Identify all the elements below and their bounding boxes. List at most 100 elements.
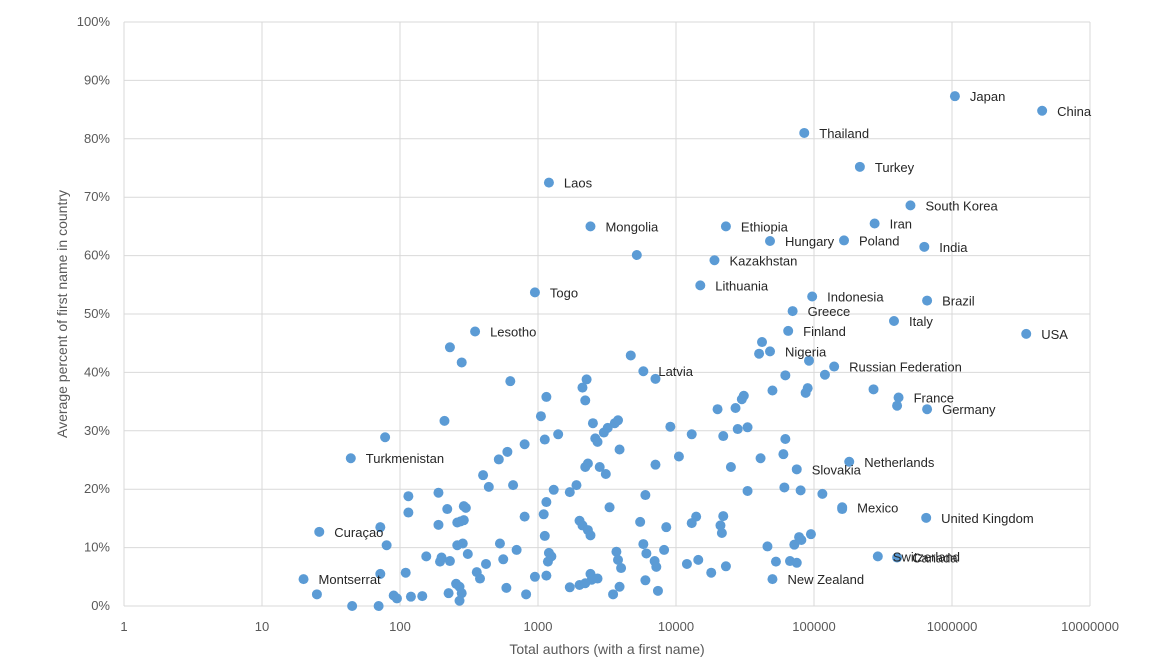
labeled-data-point — [298, 574, 309, 585]
y-tick-label: 10% — [84, 540, 110, 555]
data-point — [400, 567, 411, 578]
point-label: Hungary — [785, 234, 835, 249]
data-point — [817, 488, 828, 499]
point-label: Lithuania — [715, 278, 769, 293]
data-point — [611, 546, 622, 557]
y-tick-label: 100% — [77, 14, 111, 29]
data-point — [452, 540, 463, 551]
data-point — [481, 558, 492, 569]
point-label: Ethiopia — [741, 219, 789, 234]
point-label: South Korea — [925, 198, 998, 213]
labeled-data-point — [767, 574, 778, 585]
data-point — [493, 454, 504, 465]
point-label: Italy — [909, 314, 933, 329]
data-point — [539, 530, 550, 541]
labeled-data-point — [791, 464, 802, 475]
data-point — [443, 588, 454, 599]
point-label: Curaçao — [334, 525, 383, 540]
data-point — [778, 449, 789, 460]
point-label: Germany — [942, 402, 996, 417]
data-point — [375, 522, 386, 533]
data-point — [594, 462, 605, 473]
labeled-data-point — [854, 161, 865, 172]
y-tick-label: 70% — [84, 189, 110, 204]
y-tick-label: 30% — [84, 423, 110, 438]
point-label: Mexico — [857, 500, 898, 515]
data-point — [421, 551, 432, 562]
x-tick-label: 1000 — [524, 619, 553, 634]
y-tick-label: 40% — [84, 364, 110, 379]
x-axis-title: Total authors (with a first name) — [509, 641, 704, 657]
labeled-data-point — [892, 552, 903, 563]
data-point — [650, 459, 661, 470]
gridlines — [123, 21, 1091, 607]
x-tick-label: 10000000 — [1061, 619, 1119, 634]
point-label: Turkmenistan — [366, 451, 444, 466]
point-label: Lesotho — [490, 325, 536, 340]
data-point — [391, 593, 402, 604]
y-tick-label: 50% — [84, 306, 110, 321]
data-point — [715, 520, 726, 531]
labeled-data-point — [844, 456, 855, 467]
data-point — [405, 591, 416, 602]
data-point — [462, 549, 473, 560]
data-point — [770, 556, 781, 567]
data-point — [564, 582, 575, 593]
point-label: Japan — [970, 89, 1005, 104]
data-point — [779, 482, 790, 493]
data-point — [483, 481, 494, 492]
point-label: Nigeria — [785, 344, 827, 359]
point-label: Brazil — [942, 294, 975, 309]
data-point — [373, 601, 384, 611]
labeled-data-point — [889, 316, 900, 327]
data-point — [738, 390, 749, 401]
data-point — [508, 480, 519, 491]
data-point — [521, 589, 532, 600]
point-label: China — [1057, 104, 1092, 119]
data-point — [580, 395, 591, 406]
data-point — [548, 484, 559, 495]
data-point — [529, 571, 540, 582]
data-point — [725, 462, 736, 473]
data-point — [600, 469, 611, 480]
point-label: Slovakia — [812, 462, 862, 477]
point-label: Canada — [912, 551, 958, 566]
data-point — [718, 511, 729, 522]
data-point — [706, 567, 717, 578]
data-points — [298, 91, 1048, 611]
labeled-data-point — [807, 291, 818, 302]
labeled-data-point — [1021, 328, 1032, 339]
data-point — [541, 391, 552, 402]
x-tick-label: 10000 — [658, 619, 694, 634]
data-point — [458, 501, 469, 512]
data-point — [659, 544, 670, 555]
data-point — [553, 429, 564, 440]
data-point — [375, 568, 386, 579]
labeled-data-point — [765, 236, 776, 246]
x-tick-label: 100 — [389, 619, 411, 634]
labeled-data-point — [919, 241, 930, 252]
data-point — [892, 400, 903, 411]
data-point — [780, 433, 791, 444]
point-label: Laos — [564, 176, 593, 191]
point-label: Netherlands — [864, 455, 935, 470]
data-point — [754, 348, 765, 359]
point-label: Mongolia — [605, 219, 659, 234]
data-point — [796, 535, 807, 546]
data-point — [804, 355, 815, 366]
point-label: United Kingdom — [941, 511, 1034, 526]
data-point — [541, 570, 552, 581]
data-point — [602, 422, 613, 433]
data-point — [505, 376, 516, 387]
labeled-data-point — [837, 502, 848, 513]
point-label: Greece — [808, 304, 851, 319]
data-point — [742, 422, 753, 433]
data-point — [311, 589, 322, 600]
data-point — [868, 384, 879, 395]
data-point — [614, 581, 625, 592]
data-point — [614, 444, 625, 455]
data-point — [720, 561, 731, 572]
x-tick-label: 1 — [120, 619, 127, 634]
labeled-data-point — [345, 453, 356, 464]
data-point — [795, 485, 806, 496]
